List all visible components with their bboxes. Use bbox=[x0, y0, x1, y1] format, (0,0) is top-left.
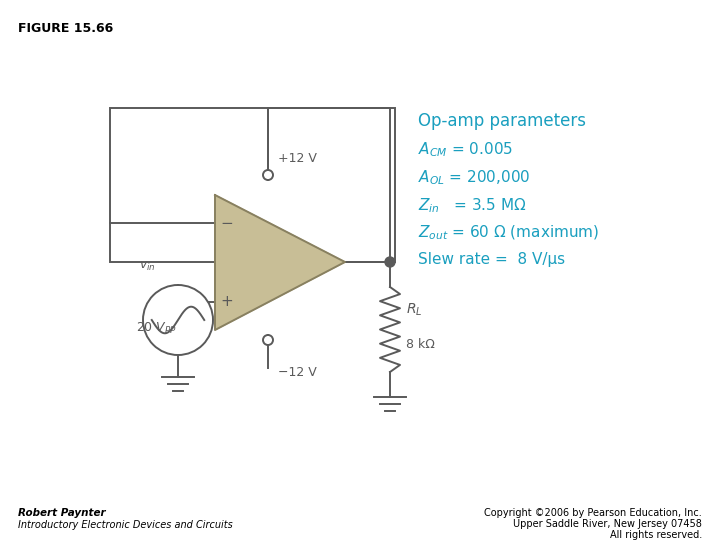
Text: 20 $V_{PP}$: 20 $V_{PP}$ bbox=[136, 320, 177, 335]
Text: +12 V: +12 V bbox=[278, 152, 317, 165]
Circle shape bbox=[385, 257, 395, 267]
Text: −12 V: −12 V bbox=[278, 366, 317, 379]
Text: 8 kΩ: 8 kΩ bbox=[406, 338, 435, 350]
Text: −: − bbox=[220, 215, 233, 231]
Text: $Z_{out}$ = 60 Ω (maximum): $Z_{out}$ = 60 Ω (maximum) bbox=[418, 224, 599, 242]
Polygon shape bbox=[215, 195, 345, 330]
Text: Op-amp parameters: Op-amp parameters bbox=[418, 112, 586, 130]
Text: +: + bbox=[220, 294, 233, 309]
Text: Slew rate =  8 V/μs: Slew rate = 8 V/μs bbox=[418, 252, 565, 267]
Circle shape bbox=[143, 285, 213, 355]
Text: Introductory Electronic Devices and Circuits: Introductory Electronic Devices and Circ… bbox=[18, 520, 233, 530]
Text: Robert Paynter: Robert Paynter bbox=[18, 508, 106, 518]
Text: $Z_{in}$   = 3.5 MΩ: $Z_{in}$ = 3.5 MΩ bbox=[418, 196, 526, 215]
Text: FIGURE 15.66: FIGURE 15.66 bbox=[18, 22, 113, 35]
Circle shape bbox=[263, 335, 273, 345]
Bar bbox=[110, 108, 395, 262]
Circle shape bbox=[263, 170, 273, 180]
Text: $A_{OL}$ = 200,000: $A_{OL}$ = 200,000 bbox=[418, 168, 531, 187]
Text: Upper Saddle River, New Jersey 07458: Upper Saddle River, New Jersey 07458 bbox=[513, 519, 702, 529]
Text: Copyright ©2006 by Pearson Education, Inc.: Copyright ©2006 by Pearson Education, In… bbox=[485, 508, 702, 518]
Text: $A_{CM}$ = 0.005: $A_{CM}$ = 0.005 bbox=[418, 140, 513, 159]
Text: $R_L$: $R_L$ bbox=[406, 302, 423, 318]
Text: All rights reserved.: All rights reserved. bbox=[610, 530, 702, 540]
Text: $v_{in}$: $v_{in}$ bbox=[139, 260, 156, 273]
